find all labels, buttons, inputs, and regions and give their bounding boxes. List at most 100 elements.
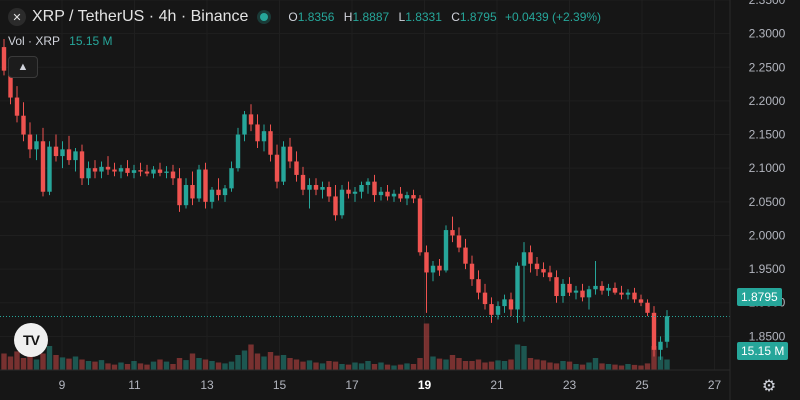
volume-bar xyxy=(631,364,638,370)
volume-legend[interactable]: Vol · XRP 15.15 M xyxy=(8,34,113,48)
candle xyxy=(469,255,475,286)
volume-bar xyxy=(527,358,534,370)
candle xyxy=(190,171,195,206)
candle xyxy=(430,261,436,282)
volume-bar xyxy=(40,353,46,370)
volume-bar xyxy=(85,361,92,370)
volume-bar xyxy=(261,356,267,370)
volume-bar xyxy=(170,364,176,370)
price-axis[interactable]: 2.3500 2.3000 2.2500 2.2000 2.1500 2.1000 2.05… xyxy=(749,0,786,343)
time-tick-label: 21 xyxy=(490,378,504,392)
tradingview-logo[interactable]: TV xyxy=(14,323,48,357)
volume-bar xyxy=(423,323,430,370)
volume-bar xyxy=(131,361,137,370)
volume-bar xyxy=(365,361,371,370)
candle xyxy=(443,225,449,273)
volume-bars xyxy=(1,323,670,370)
candle xyxy=(417,195,423,256)
candle xyxy=(274,144,280,189)
volume-bar xyxy=(241,350,248,370)
collapse-legend-button[interactable]: ▲ xyxy=(8,56,38,78)
candle xyxy=(424,245,429,313)
volume-bar xyxy=(605,364,612,370)
candle xyxy=(131,164,137,179)
candle xyxy=(105,156,111,175)
candle xyxy=(157,162,163,177)
candle xyxy=(86,161,91,185)
candle xyxy=(638,294,644,307)
candle xyxy=(235,127,241,172)
time-tick-label: 9 xyxy=(59,378,66,392)
volume-bar xyxy=(430,356,436,370)
candle xyxy=(73,148,78,172)
volume-bar xyxy=(326,361,332,370)
volume-value: 15.15 M xyxy=(69,34,113,48)
volume-bar xyxy=(417,358,423,370)
ohlc-values: O1.8356 H1.8887 L1.8331 C1.8795 +0.0439 … xyxy=(282,10,601,24)
volume-bar xyxy=(599,363,605,370)
volume-bar xyxy=(313,362,319,370)
candle xyxy=(554,270,559,303)
chevron-up-icon: ▲ xyxy=(17,61,29,73)
candle xyxy=(619,285,624,300)
candle xyxy=(599,281,605,295)
candle xyxy=(404,191,410,206)
volume-bar xyxy=(560,361,566,370)
candle xyxy=(300,166,306,196)
volume-bar xyxy=(612,364,618,370)
candle xyxy=(547,265,553,282)
candle xyxy=(21,102,26,142)
price-tick-label: 2.2500 xyxy=(749,60,786,74)
gear-icon[interactable]: ⚙ xyxy=(761,378,777,395)
volume-bar xyxy=(66,358,72,370)
candle xyxy=(560,279,566,303)
volume-bar xyxy=(124,364,131,370)
price-tick-label: 2.0500 xyxy=(749,195,786,209)
candle xyxy=(333,185,338,221)
volume-bar xyxy=(92,361,98,370)
volume-bar xyxy=(306,360,313,370)
volume-bar xyxy=(196,358,202,370)
candle xyxy=(625,289,631,300)
volume-bar xyxy=(547,362,553,370)
candle xyxy=(651,306,657,357)
candle xyxy=(573,285,579,300)
candle xyxy=(1,39,7,76)
volume-bar xyxy=(508,359,514,370)
candle xyxy=(261,124,267,152)
volume-bar xyxy=(410,364,417,370)
candle xyxy=(196,164,202,202)
candle xyxy=(216,178,221,201)
price-tick-label: 2.3000 xyxy=(749,27,786,41)
candle xyxy=(53,134,59,162)
candle xyxy=(66,135,72,165)
time-axis[interactable]: 9 11 13 15 17 19 21 23 25 27 xyxy=(59,378,722,392)
volume-bar xyxy=(443,359,449,370)
volume-bar xyxy=(469,361,475,370)
candle xyxy=(359,181,364,199)
volume-bar xyxy=(280,355,287,370)
volume-bar xyxy=(352,362,358,370)
volume-bar xyxy=(339,364,345,370)
volume-bar xyxy=(157,359,163,370)
volume-bar xyxy=(488,361,495,370)
candle xyxy=(14,86,20,123)
symbol-title[interactable]: XRP / TetherUS · 4h · Binance xyxy=(32,8,249,25)
volume-bar xyxy=(254,353,261,370)
candle xyxy=(528,245,533,273)
volume-bar xyxy=(111,364,118,370)
volume-bar xyxy=(14,351,20,370)
candle xyxy=(372,174,377,202)
volume-bar xyxy=(651,346,657,370)
xrp-logo-icon: ✕ xyxy=(8,8,26,26)
volume-bar xyxy=(209,361,215,370)
candle xyxy=(34,134,39,161)
candle xyxy=(352,187,358,202)
candle xyxy=(508,292,514,317)
candle xyxy=(515,262,520,323)
candle xyxy=(209,187,215,209)
time-tick-label: 17 xyxy=(345,378,359,392)
volume-bar xyxy=(300,361,306,370)
candle xyxy=(92,160,98,179)
